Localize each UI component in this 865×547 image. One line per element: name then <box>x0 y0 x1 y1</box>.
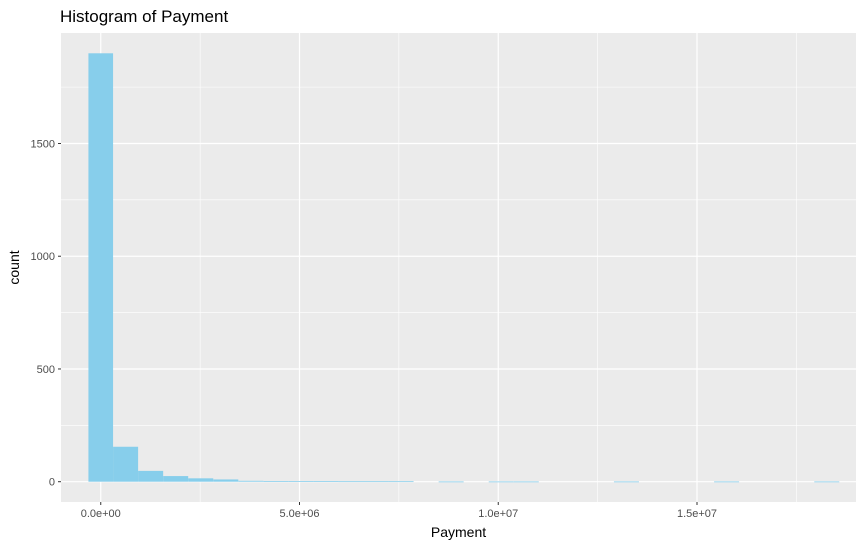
histogram-bar <box>388 481 414 483</box>
histogram-bar <box>88 53 114 482</box>
y-tick-label: 1500 <box>31 138 55 150</box>
x-tick-label: 1.0e+07 <box>478 508 518 520</box>
y-tick-label: 500 <box>37 364 55 376</box>
histogram-bar <box>613 481 639 483</box>
histogram-bar <box>338 481 364 483</box>
histogram-bar <box>714 481 740 483</box>
x-axis-title: Payment <box>431 524 486 540</box>
histogram-bar <box>313 481 339 482</box>
histogram-bar <box>213 479 239 482</box>
x-tick-label: 5.0e+06 <box>279 508 319 520</box>
histogram-bar <box>163 476 189 482</box>
x-axis: 0.0e+00 5.0e+06 1.0e+07 1.5e+07 <box>81 502 717 520</box>
y-axis-title: count <box>6 250 22 284</box>
histogram-bar <box>363 481 389 483</box>
plot-panel <box>61 33 856 502</box>
histogram-bar <box>438 481 464 483</box>
histogram-bar <box>188 478 214 482</box>
histogram-bar <box>138 470 164 482</box>
histogram-bar <box>288 481 314 482</box>
chart-title: Histogram of Payment <box>60 7 228 26</box>
histogram-bar <box>263 481 289 482</box>
x-tick-label: 1.5e+07 <box>677 508 717 520</box>
histogram-bar <box>488 481 514 483</box>
y-tick-label: 1000 <box>31 251 55 263</box>
histogram-bar <box>513 481 539 483</box>
y-tick-label: 0 <box>49 477 55 489</box>
grid-minor <box>61 33 856 502</box>
histogram-bars <box>88 53 840 483</box>
y-axis: 0 500 1000 1500 <box>31 138 61 489</box>
histogram-bar <box>814 481 840 483</box>
histogram-bar <box>113 446 139 482</box>
x-tick-label: 0.0e+00 <box>81 508 121 520</box>
histogram-bar <box>238 480 264 482</box>
